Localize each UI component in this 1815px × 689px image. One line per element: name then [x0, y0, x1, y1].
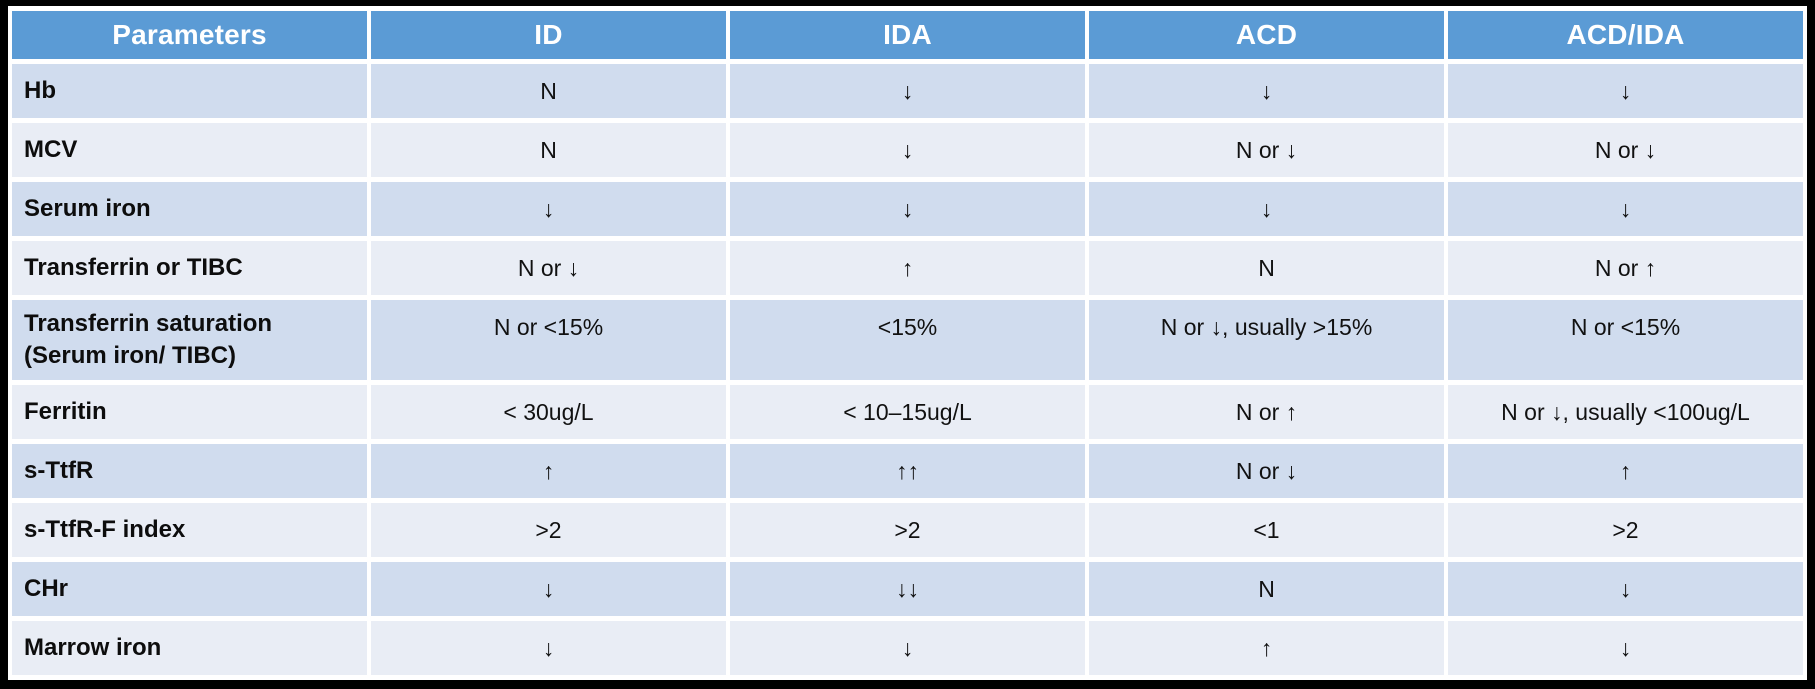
table-cell: ↓: [1089, 64, 1444, 118]
table-row-transferrin-tibc: Transferrin or TIBC N or ↓ ↑ N N or ↑: [12, 241, 1803, 295]
table-cell: ↑: [371, 444, 726, 498]
table-cell: ↓: [1448, 621, 1803, 675]
table-cell: ↓↓: [730, 562, 1085, 616]
table-cell: <1: [1089, 503, 1444, 557]
header-row: Parameters ID IDA ACD ACD/IDA: [12, 11, 1803, 59]
table-cell: ↑: [730, 241, 1085, 295]
table-cell: N or ↑: [1448, 241, 1803, 295]
table-cell: <15%: [730, 300, 1085, 380]
column-header-acd: ACD: [1089, 11, 1444, 59]
table-header: Parameters ID IDA ACD ACD/IDA: [12, 11, 1803, 59]
table-surface: Parameters ID IDA ACD ACD/IDA Hb N ↓ ↓ ↓…: [8, 6, 1807, 680]
param-cell: Hb: [12, 64, 367, 118]
table-cell: N or ↓: [1089, 123, 1444, 177]
table-cell: ↑↑: [730, 444, 1085, 498]
table-row-sttfr: s-TtfR ↑ ↑↑ N or ↓ ↑: [12, 444, 1803, 498]
table-cell: ↑: [1089, 621, 1444, 675]
table-cell: ↓: [730, 182, 1085, 236]
table-cell: ↑: [1448, 444, 1803, 498]
table-cell: >2: [730, 503, 1085, 557]
param-cell: CHr: [12, 562, 367, 616]
table-cell: ↓: [1089, 182, 1444, 236]
table-cell: ↓: [730, 64, 1085, 118]
param-cell: Ferritin: [12, 385, 367, 439]
param-cell: s-TtfR-F index: [12, 503, 367, 557]
table-row-serum-iron: Serum iron ↓ ↓ ↓ ↓: [12, 182, 1803, 236]
param-cell: Transferrin or TIBC: [12, 241, 367, 295]
table-cell: ↓: [1448, 182, 1803, 236]
column-header-acd-ida: ACD/IDA: [1448, 11, 1803, 59]
table-row-transferrin-saturation: Transferrin saturation (Serum iron/ TIBC…: [12, 300, 1803, 380]
table-cell: N or ↓: [1089, 444, 1444, 498]
table-row-hb: Hb N ↓ ↓ ↓: [12, 64, 1803, 118]
table-cell: N: [371, 123, 726, 177]
param-cell: s-TtfR: [12, 444, 367, 498]
table-cell: ↓: [1448, 562, 1803, 616]
param-cell: Marrow iron: [12, 621, 367, 675]
table-row-marrow-iron: Marrow iron ↓ ↓ ↑ ↓: [12, 621, 1803, 675]
table-row-chr: CHr ↓ ↓↓ N ↓: [12, 562, 1803, 616]
table-cell: >2: [371, 503, 726, 557]
table-cell: ↓: [371, 182, 726, 236]
param-cell: MCV: [12, 123, 367, 177]
table-body: Hb N ↓ ↓ ↓ MCV N ↓ N or ↓ N or ↓ Serum i…: [12, 64, 1803, 675]
table-cell: < 30ug/L: [371, 385, 726, 439]
table-cell: N or <15%: [371, 300, 726, 380]
table-row-ferritin: Ferritin < 30ug/L < 10–15ug/L N or ↑ N o…: [12, 385, 1803, 439]
table-cell: ↓: [371, 562, 726, 616]
table-cell: N or <15%: [1448, 300, 1803, 380]
table-cell: N or ↓: [1448, 123, 1803, 177]
param-cell: Serum iron: [12, 182, 367, 236]
table-cell: N: [1089, 241, 1444, 295]
table-cell: N or ↓: [371, 241, 726, 295]
anemia-parameters-table: Parameters ID IDA ACD ACD/IDA Hb N ↓ ↓ ↓…: [8, 6, 1807, 680]
param-cell: Transferrin saturation (Serum iron/ TIBC…: [12, 300, 367, 380]
column-header-parameters: Parameters: [12, 11, 367, 59]
table-cell: N or ↓, usually >15%: [1089, 300, 1444, 380]
table-cell: ↓: [371, 621, 726, 675]
table-cell: ↓: [730, 621, 1085, 675]
table-row-mcv: MCV N ↓ N or ↓ N or ↓: [12, 123, 1803, 177]
table-cell: N or ↓, usually <100ug/L: [1448, 385, 1803, 439]
column-header-ida: IDA: [730, 11, 1085, 59]
table-cell: < 10–15ug/L: [730, 385, 1085, 439]
column-header-id: ID: [371, 11, 726, 59]
table-cell: N: [371, 64, 726, 118]
table-cell: N: [1089, 562, 1444, 616]
table-cell: >2: [1448, 503, 1803, 557]
table-cell: ↓: [1448, 64, 1803, 118]
table-cell: ↓: [730, 123, 1085, 177]
table-cell: N or ↑: [1089, 385, 1444, 439]
table-row-sttfr-f-index: s-TtfR-F index >2 >2 <1 >2: [12, 503, 1803, 557]
